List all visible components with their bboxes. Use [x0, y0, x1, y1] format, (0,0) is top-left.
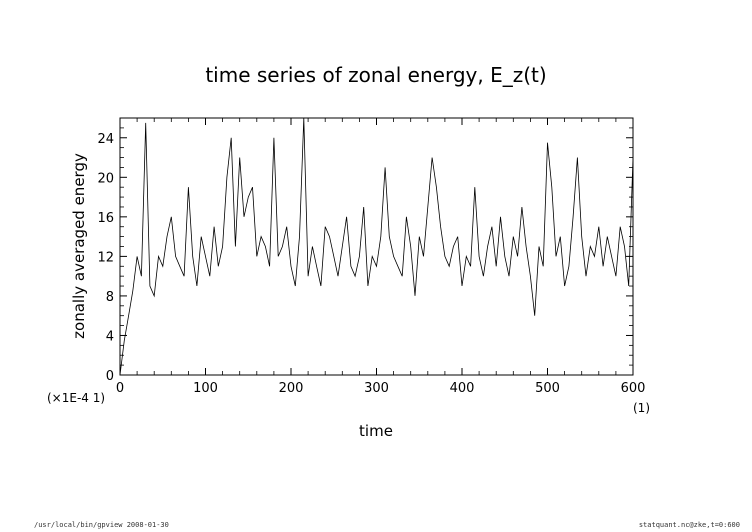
y-tick-label: 4 — [106, 329, 114, 344]
x-tick-label: 100 — [193, 381, 218, 396]
y-scale-note: (×1E-4 1) — [47, 391, 105, 405]
x-tick-label: 0 — [116, 381, 124, 396]
chart-title: time series of zonal energy, E_z(t) — [205, 63, 546, 87]
y-tick-label: 24 — [97, 132, 114, 147]
y-tick-label: 20 — [97, 171, 114, 186]
y-axis-label: zonally averaged energy — [70, 153, 88, 339]
x-tick-label: 600 — [621, 381, 646, 396]
plot-frame — [119, 117, 634, 376]
footer-source-text: statquant.nc@zke,t=0:600 — [638, 521, 740, 529]
footer-path-text: /usr/local/bin/gpview 2008-01-30 — [34, 521, 169, 529]
x-tick-label: 200 — [279, 381, 304, 396]
x-axis-ticks: 0 100 200 300 400 500 600 — [116, 118, 646, 396]
x-tick-label: 500 — [535, 381, 560, 396]
y-tick-label: 0 — [106, 369, 114, 384]
x-unit-label: (1) — [633, 401, 650, 415]
y-tick-label: 16 — [97, 211, 114, 226]
series-line — [119, 117, 634, 376]
x-tick-label: 400 — [450, 381, 475, 396]
x-axis-label: time — [359, 422, 393, 440]
y-tick-label: 12 — [97, 250, 114, 265]
y-axis-ticks: 0 4 8 12 16 20 24 — [97, 117, 633, 384]
series-layer — [119, 117, 634, 376]
x-tick-label: 300 — [364, 381, 389, 396]
y-tick-label: 8 — [106, 290, 114, 305]
